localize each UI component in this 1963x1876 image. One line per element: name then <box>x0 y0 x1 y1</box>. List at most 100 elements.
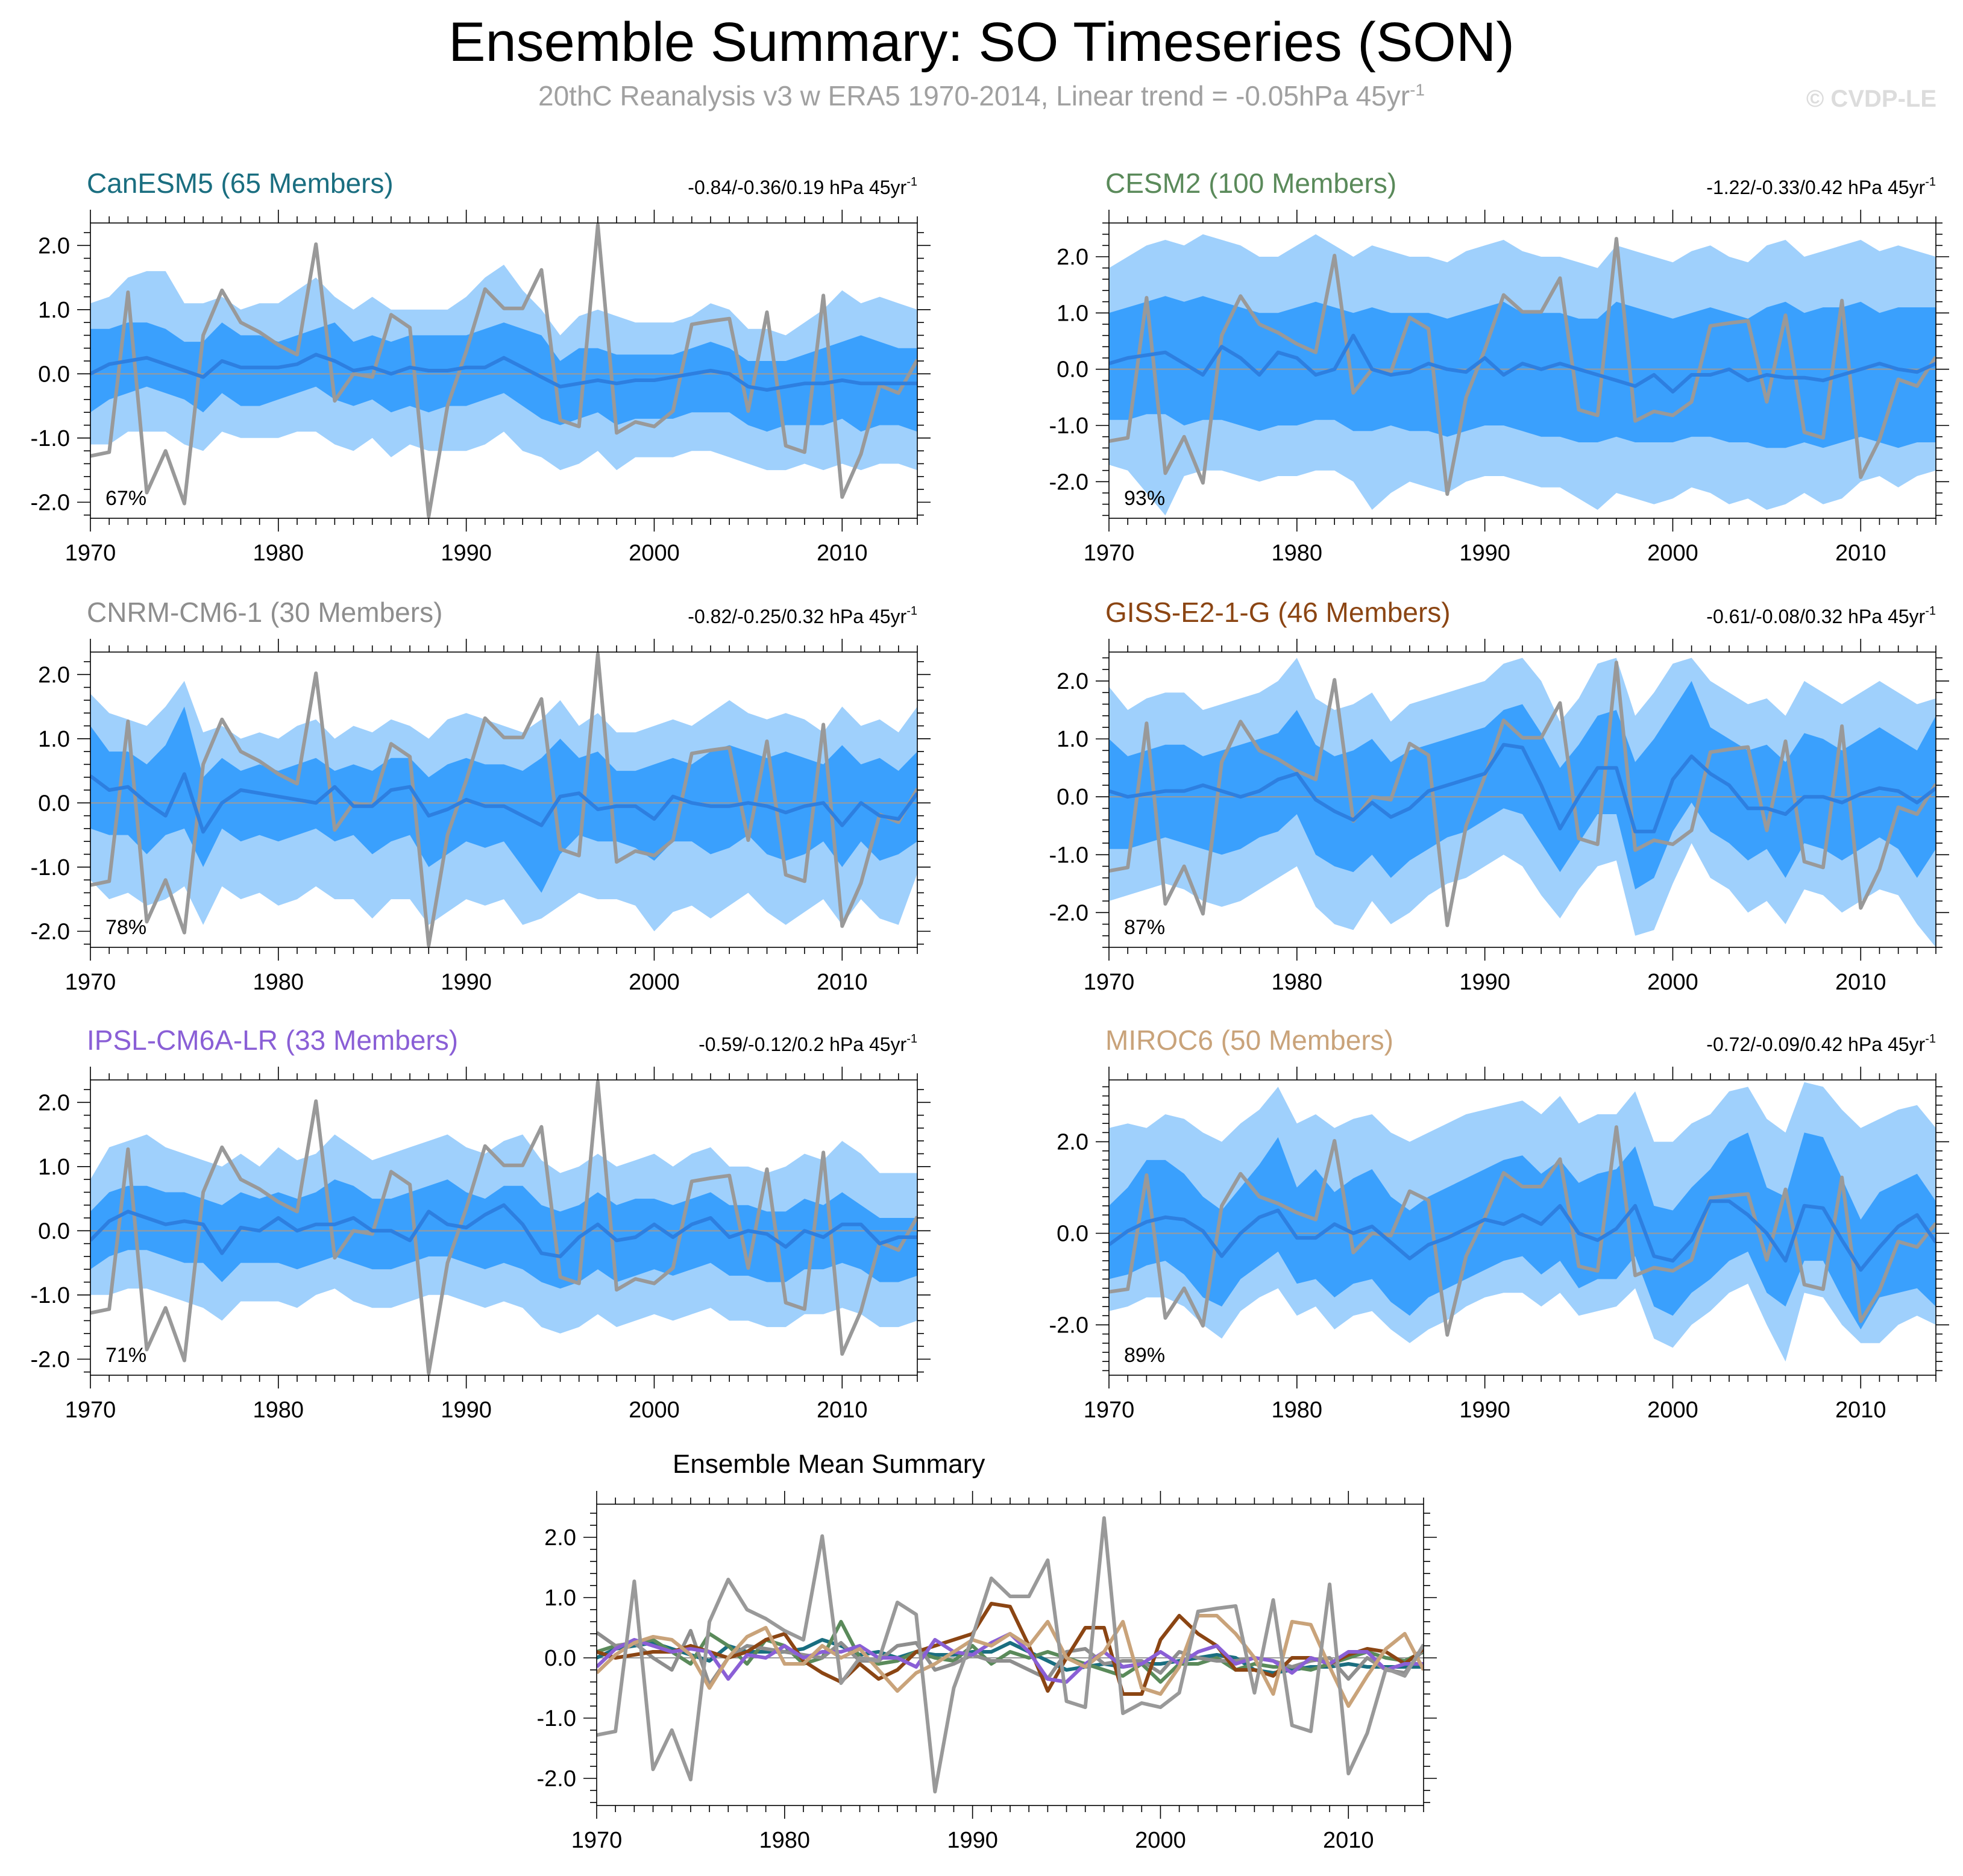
ensemble-mean-line <box>1109 1199 1936 1272</box>
percent-label: 67% <box>105 487 146 510</box>
panel-2: 1970 1980 1990 2000 2010 -2.0 -1.0 0.0 1.0 2.0 CES… <box>1049 168 1949 566</box>
x-tick-label: 2000 <box>629 1398 680 1423</box>
y-tick-label: 2.0 <box>1057 245 1088 270</box>
y-tick-label: 2.0 <box>544 1525 576 1551</box>
trend-range-label: -0.84/-0.36/0.19 hPa 45yr-1 <box>688 175 917 198</box>
x-tick-label: 1980 <box>253 970 304 995</box>
inner-spread-band <box>90 706 917 893</box>
x-tick-label: 1970 <box>571 1828 623 1853</box>
ensemble-mean-line <box>90 353 917 392</box>
y-tick-label: -2.0 <box>31 919 70 944</box>
y-tick-label: 1.0 <box>1057 727 1088 752</box>
plot-area <box>90 1080 917 1375</box>
observed-series-line <box>90 652 917 947</box>
x-tick-label: 1980 <box>1272 970 1323 995</box>
y-tick-label: 1.0 <box>38 727 70 752</box>
observed-series-line <box>90 223 917 518</box>
y-tick-label: -2.0 <box>1049 469 1088 495</box>
x-tick-label: 1970 <box>1084 541 1135 566</box>
x-tick-label: 1980 <box>1272 541 1323 566</box>
trend-range-text: -0.61/-0.08/0.32 hPa 45yr <box>1706 606 1925 627</box>
x-tick-label: 1980 <box>759 1828 811 1853</box>
plot-area <box>90 652 917 947</box>
x-tick-label: 1990 <box>441 1398 492 1423</box>
y-tick-label: 1.0 <box>544 1586 576 1611</box>
y-tick-label: 0.0 <box>38 1219 70 1244</box>
inner-spread-band <box>1109 1132 1936 1329</box>
plot-area <box>1109 657 1936 947</box>
panel-title: GISS-E2-1-G (46 Members) <box>1105 597 1451 628</box>
x-tick-label: 2010 <box>817 541 868 566</box>
x-tick-label: 1980 <box>1272 1398 1323 1423</box>
y-tick-label: -1.0 <box>31 1283 70 1308</box>
figure-title: Ensemble Summary: SO Timeseries (SON) <box>448 11 1515 73</box>
plot-area <box>597 1516 1424 1793</box>
panel-7: 1970 1980 1990 2000 2010 -2.0 -1.0 0.0 1.0 2.0 Ens… <box>537 1449 1437 1853</box>
ensemble-mean-line-7 <box>597 1516 1424 1793</box>
x-tick-label: 1990 <box>1459 541 1510 566</box>
y-tick-label: 0.0 <box>1057 1221 1088 1246</box>
x-tick-label: 1980 <box>253 541 304 566</box>
y-tick-label: -1.0 <box>1049 842 1088 868</box>
plot-area <box>90 223 917 518</box>
y-tick-label: 0.0 <box>1057 785 1088 810</box>
trend-range-text: -0.84/-0.36/0.19 hPa 45yr <box>688 177 906 198</box>
ensemble-mean-line <box>90 772 917 834</box>
inner-spread-band <box>1109 296 1936 448</box>
x-tick-label: 2010 <box>1835 1398 1886 1423</box>
panel-title: IPSL-CM6A-LR (33 Members) <box>87 1024 458 1056</box>
ensemble-mean-line <box>90 1203 917 1258</box>
percent-label: 93% <box>1124 487 1165 510</box>
figure-subtitle: 20thC Reanalysis v3 w ERA5 1970-2014, Li… <box>0 80 1963 112</box>
x-tick-label: 2010 <box>1835 541 1886 566</box>
x-tick-label: 1990 <box>441 541 492 566</box>
x-tick-label: 2000 <box>629 970 680 995</box>
x-tick-label: 1980 <box>253 1398 304 1423</box>
panel-title: CanESM5 (65 Members) <box>87 168 394 199</box>
y-tick-label: 1.0 <box>38 298 70 323</box>
y-tick-label: 1.0 <box>1057 301 1088 326</box>
x-tick-label: 2000 <box>1647 1398 1698 1423</box>
trend-range-text: -0.82/-0.25/0.32 hPa 45yr <box>688 606 906 627</box>
observed-series-line <box>1109 1125 1936 1337</box>
panel-5: 1970 1980 1990 2000 2010 -2.0 -1.0 0.0 1.0 2.0 IPS… <box>31 1024 931 1423</box>
plot-area <box>1109 234 1936 516</box>
x-tick-label: 1990 <box>1459 1398 1510 1423</box>
panel-1: 1970 1980 1990 2000 2010 -2.0 -1.0 0.0 1.0 2.0 Can… <box>31 168 931 566</box>
panel-title: Ensemble Mean Summary <box>673 1449 985 1479</box>
trend-range-text: -0.72/-0.09/0.42 hPa 45yr <box>1706 1034 1925 1055</box>
x-tick-label: 2010 <box>817 1398 868 1423</box>
subtitle-text: 20thC Reanalysis v3 w ERA5 1970-2014, Li… <box>538 80 1410 111</box>
y-tick-label: -1.0 <box>31 855 70 880</box>
x-tick-label: 2000 <box>629 541 680 566</box>
percent-label: 87% <box>1124 916 1165 939</box>
x-tick-label: 1990 <box>1459 970 1510 995</box>
subtitle-superscript: -1 <box>1410 80 1425 99</box>
observed-series-line <box>90 1080 917 1375</box>
x-tick-label: 1970 <box>1084 970 1135 995</box>
trend-range-label: -0.61/-0.08/0.32 hPa 45yr-1 <box>1706 604 1936 627</box>
trend-range-label: -0.82/-0.25/0.32 hPa 45yr-1 <box>688 604 917 627</box>
trend-range-sup: -1 <box>1925 1032 1936 1046</box>
y-tick-label: 0.0 <box>38 362 70 387</box>
observed-series-line <box>1109 237 1936 496</box>
x-tick-label: 2010 <box>1323 1828 1374 1853</box>
percent-label: 89% <box>1124 1344 1165 1367</box>
y-tick-label: -2.0 <box>1049 1313 1088 1338</box>
x-tick-label: 1970 <box>1084 1398 1135 1423</box>
y-tick-label: -1.0 <box>537 1706 576 1731</box>
y-tick-label: -2.0 <box>31 1347 70 1372</box>
panel-title: CNRM-CM6-1 (30 Members) <box>87 597 442 628</box>
ensemble-mean-line-6 <box>597 1614 1424 1708</box>
y-tick-label: 1.0 <box>38 1155 70 1180</box>
y-tick-label: -2.0 <box>31 490 70 515</box>
trend-range-sup: -1 <box>906 604 917 618</box>
trend-range-sup: -1 <box>906 1032 917 1046</box>
x-tick-label: 2000 <box>1647 541 1698 566</box>
ensemble-mean-line <box>1109 742 1936 833</box>
x-tick-label: 2000 <box>1135 1828 1186 1853</box>
trend-range-label: -1.22/-0.33/0.42 hPa 45yr-1 <box>1706 175 1936 198</box>
y-tick-label: 2.0 <box>38 233 70 259</box>
x-tick-label: 1990 <box>947 1828 998 1853</box>
